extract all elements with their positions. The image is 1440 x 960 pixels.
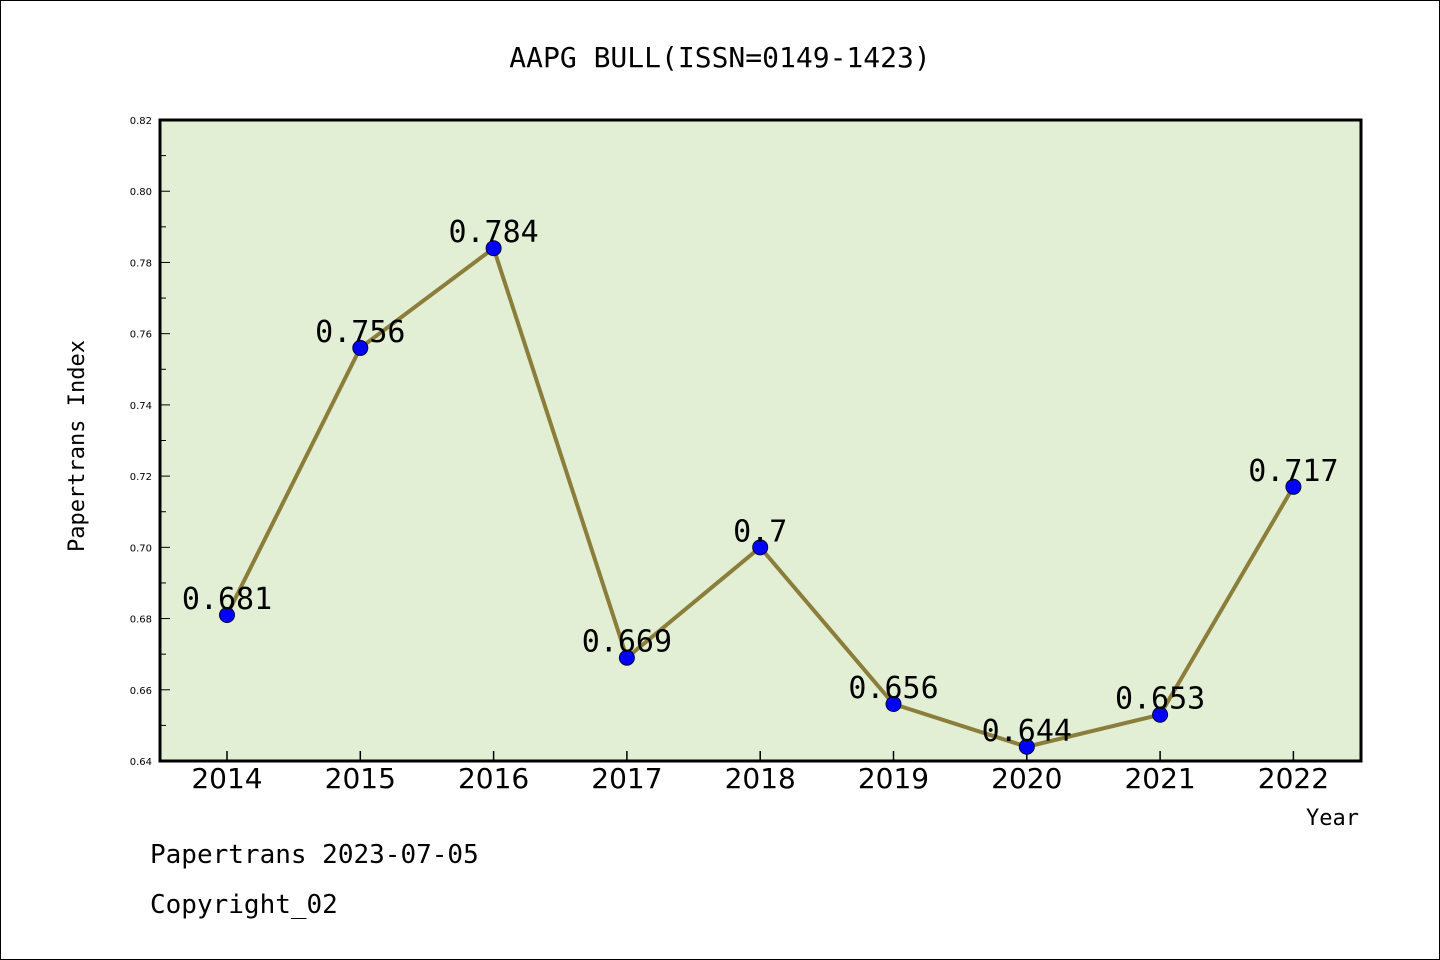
data-point: [885, 696, 902, 713]
data-point: [1018, 738, 1035, 755]
y-tick-label: 0.64: [130, 757, 152, 768]
x-tick-label: 2014: [191, 762, 262, 795]
data-label: 0.784: [448, 215, 538, 250]
data-label: 0.656: [848, 671, 938, 706]
data-point: [618, 649, 635, 666]
footer-copyright: Copyright_02: [150, 890, 338, 920]
data-point: [1285, 478, 1302, 495]
data-label: 0.7: [733, 514, 787, 549]
data-label: 0.681: [182, 582, 272, 617]
data-label: 0.756: [315, 315, 405, 350]
y-axis: 0.64 0.66 0.68 0.70 0.72 0.74 0.76 0.78 0.80 0.82: [130, 116, 170, 768]
x-tick-label: 2022: [1258, 762, 1329, 795]
data-label: 0.717: [1248, 454, 1338, 489]
y-tick-label: 0.82: [130, 116, 152, 127]
y-tick-label: 0.72: [130, 472, 152, 483]
data-label: 0.644: [982, 714, 1072, 749]
footer-date: Papertrans 2023-07-05: [150, 840, 479, 870]
x-tick-label: 2021: [1124, 762, 1195, 795]
data-point: [219, 606, 235, 623]
x-axis-label: Year: [1306, 806, 1359, 831]
y-axis-label: Papertrans Index: [65, 340, 90, 552]
data-point: [752, 539, 769, 556]
x-tick-label: 2016: [458, 762, 529, 795]
y-tick-label: 0.66: [130, 686, 152, 697]
x-tick-label: 2019: [858, 762, 929, 795]
data-point: [1152, 706, 1169, 723]
data-point: [485, 240, 502, 257]
x-axis: 2014 2015 2016 2017 2018 2019 2020 2021 2022: [191, 751, 1329, 795]
y-tick-label: 0.74: [130, 401, 152, 412]
y-tick-label: 0.68: [130, 615, 152, 626]
series-papertrans-index: [219, 240, 1302, 755]
data-label: 0.669: [582, 625, 672, 660]
plot-area: [158, 118, 1363, 763]
data-label: 0.653: [1115, 682, 1205, 717]
data-labels: 0.681 0.756 0.784 0.669 0.7 0.656 0.644 0.653 0.…: [182, 215, 1339, 749]
x-tick-label: 2015: [325, 762, 396, 795]
x-tick-label: 2018: [725, 762, 796, 795]
chart-title: AAPG BULL(ISSN=0149-1423): [509, 41, 930, 74]
x-tick-label: 2017: [591, 762, 662, 795]
y-tick-label: 0.76: [130, 330, 152, 341]
x-tick-label: 2020: [991, 762, 1062, 795]
y-tick-label: 0.78: [130, 258, 152, 269]
y-tick-label: 0.70: [130, 543, 152, 554]
data-point: [352, 339, 369, 356]
y-tick-label: 0.80: [130, 187, 152, 198]
